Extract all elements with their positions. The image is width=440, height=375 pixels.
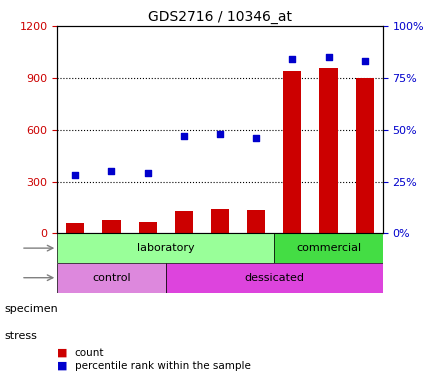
Text: dessicated: dessicated xyxy=(244,273,304,283)
Bar xyxy=(103,219,121,233)
Text: stress: stress xyxy=(4,331,37,340)
Point xyxy=(253,135,260,141)
Bar xyxy=(356,78,374,233)
Bar xyxy=(319,68,337,233)
Point xyxy=(325,54,332,60)
Text: ■: ■ xyxy=(57,348,68,357)
FancyBboxPatch shape xyxy=(274,233,383,263)
FancyBboxPatch shape xyxy=(57,233,274,263)
Text: laboratory: laboratory xyxy=(137,243,194,253)
FancyBboxPatch shape xyxy=(166,263,383,292)
Point xyxy=(289,56,296,62)
Text: ■: ■ xyxy=(57,361,68,370)
Bar xyxy=(247,210,265,233)
Point xyxy=(361,58,368,64)
Text: percentile rank within the sample: percentile rank within the sample xyxy=(75,361,251,370)
Point xyxy=(108,168,115,174)
Bar xyxy=(283,71,301,233)
Point xyxy=(72,172,79,178)
Bar xyxy=(211,209,229,233)
Text: control: control xyxy=(92,273,131,283)
Text: count: count xyxy=(75,348,104,357)
Point xyxy=(180,133,187,139)
Title: GDS2716 / 10346_at: GDS2716 / 10346_at xyxy=(148,10,292,24)
Bar xyxy=(175,211,193,233)
Bar xyxy=(66,223,84,233)
Text: commercial: commercial xyxy=(296,243,361,253)
Point xyxy=(144,170,151,176)
Text: specimen: specimen xyxy=(4,304,58,314)
Bar xyxy=(139,222,157,233)
Point xyxy=(216,131,224,137)
FancyBboxPatch shape xyxy=(57,263,166,292)
